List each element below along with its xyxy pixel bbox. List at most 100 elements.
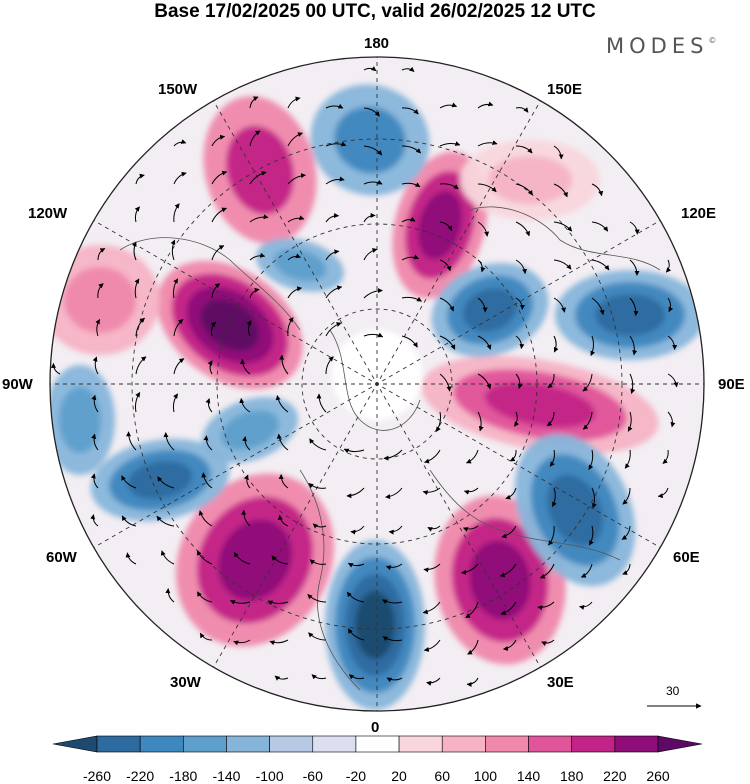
wind-vector bbox=[172, 278, 179, 299]
wind-vector bbox=[422, 487, 441, 496]
wind-vector bbox=[325, 322, 342, 337]
wind-vector bbox=[439, 141, 461, 147]
wind-vector bbox=[95, 319, 101, 337]
longitude-label-30e: 30E bbox=[547, 674, 574, 691]
wind-vector bbox=[580, 563, 593, 578]
colorbar-swatch bbox=[96, 735, 141, 753]
wind-vector bbox=[156, 515, 175, 527]
wind-vector bbox=[275, 395, 289, 413]
wind-vector bbox=[363, 247, 378, 261]
wind-vector bbox=[134, 206, 140, 223]
colorbar-tick-label: 140 bbox=[516, 768, 541, 784]
colorbar-swatch bbox=[614, 735, 659, 753]
wind-vector bbox=[163, 432, 175, 451]
wind-vector bbox=[386, 677, 403, 683]
wind-vector bbox=[196, 550, 213, 565]
anomaly-field bbox=[50, 57, 704, 711]
wind-vector bbox=[125, 552, 137, 565]
wind-vector bbox=[160, 550, 175, 565]
longitude-label-60w: 60W bbox=[46, 549, 77, 566]
wind-vector bbox=[363, 288, 383, 299]
wind-vector bbox=[316, 393, 327, 413]
wind-vector bbox=[579, 601, 593, 610]
wind-vector bbox=[97, 283, 104, 299]
colorbar-swatch bbox=[398, 735, 443, 753]
wind-vector bbox=[467, 639, 479, 655]
wind-vector bbox=[246, 320, 252, 337]
wind-vector bbox=[201, 472, 213, 489]
wind-vector bbox=[205, 398, 213, 413]
wind-vector bbox=[307, 594, 327, 603]
colorbar-swatch bbox=[528, 735, 572, 753]
longitude-label-30w: 30W bbox=[170, 674, 201, 691]
wind-vector bbox=[385, 487, 403, 500]
wind-vector bbox=[325, 249, 340, 261]
wind-vector bbox=[537, 601, 555, 611]
wind-vector bbox=[173, 139, 187, 147]
wind-vector bbox=[287, 173, 306, 185]
wind-vector bbox=[90, 473, 99, 489]
colorbar-tick-label: 60 bbox=[434, 768, 451, 784]
wind-vector bbox=[591, 487, 597, 509]
wind-vector bbox=[439, 335, 456, 350]
wind-vector bbox=[590, 335, 596, 357]
wind-vector bbox=[501, 525, 517, 539]
wind-vector bbox=[465, 601, 479, 619]
wind-vector bbox=[249, 214, 269, 223]
wind-vector bbox=[667, 373, 679, 388]
wind-vector bbox=[549, 449, 555, 467]
wind-vector bbox=[309, 559, 327, 565]
wind-vector bbox=[629, 297, 639, 317]
wind-vector bbox=[203, 435, 213, 451]
wind-vector bbox=[134, 278, 140, 299]
wind-vector bbox=[548, 525, 555, 546]
wind-vector bbox=[287, 286, 303, 299]
wind-vector bbox=[477, 335, 492, 350]
wind-vector bbox=[170, 239, 176, 261]
wind-vector bbox=[629, 221, 640, 235]
wind-vector bbox=[274, 675, 289, 681]
wind-vector bbox=[657, 487, 669, 499]
wind-vector bbox=[509, 449, 517, 462]
longitude-label-150e: 150E bbox=[547, 81, 583, 98]
wind-vector bbox=[241, 509, 251, 527]
longitude-label-90e: 90E bbox=[718, 376, 745, 393]
wind-vector bbox=[211, 245, 225, 261]
colorbar-tick-label: -100 bbox=[255, 768, 284, 784]
wind-vector bbox=[173, 319, 184, 337]
wind-vector bbox=[92, 356, 99, 375]
wind-vector bbox=[439, 297, 455, 312]
wind-vector bbox=[287, 253, 301, 261]
wind-vector bbox=[135, 356, 147, 375]
wind-vector bbox=[249, 287, 260, 299]
wind-vector bbox=[513, 411, 520, 427]
wind-vector bbox=[591, 259, 610, 271]
wind-vector bbox=[309, 438, 327, 451]
wind-vector bbox=[382, 636, 403, 642]
wind-vector bbox=[311, 674, 327, 680]
wind-vector bbox=[553, 297, 567, 313]
wind-vector bbox=[363, 107, 380, 117]
wind-vector bbox=[165, 588, 175, 603]
wind-vector bbox=[348, 674, 365, 680]
wind-vector bbox=[515, 145, 533, 154]
wind-vector bbox=[173, 358, 185, 375]
wind-vector bbox=[269, 639, 289, 646]
wind-vector bbox=[346, 591, 365, 603]
wind-vector bbox=[591, 183, 604, 197]
wind-vector bbox=[515, 221, 530, 237]
coastlines bbox=[119, 206, 661, 691]
wind-vector bbox=[325, 356, 334, 375]
wind-vector bbox=[427, 525, 441, 532]
wind-vector bbox=[363, 66, 377, 72]
colorbar-tick-label: -220 bbox=[126, 768, 155, 784]
wind-vector bbox=[665, 259, 672, 273]
colorbar-tick-label: -180 bbox=[169, 768, 198, 784]
wind-vector bbox=[383, 449, 403, 461]
colorbar bbox=[52, 735, 703, 753]
wind-vector bbox=[382, 599, 403, 605]
wind-vector bbox=[439, 102, 458, 109]
wind-vector bbox=[622, 563, 631, 575]
wind-vector bbox=[546, 411, 555, 427]
wind-vector bbox=[271, 555, 289, 565]
